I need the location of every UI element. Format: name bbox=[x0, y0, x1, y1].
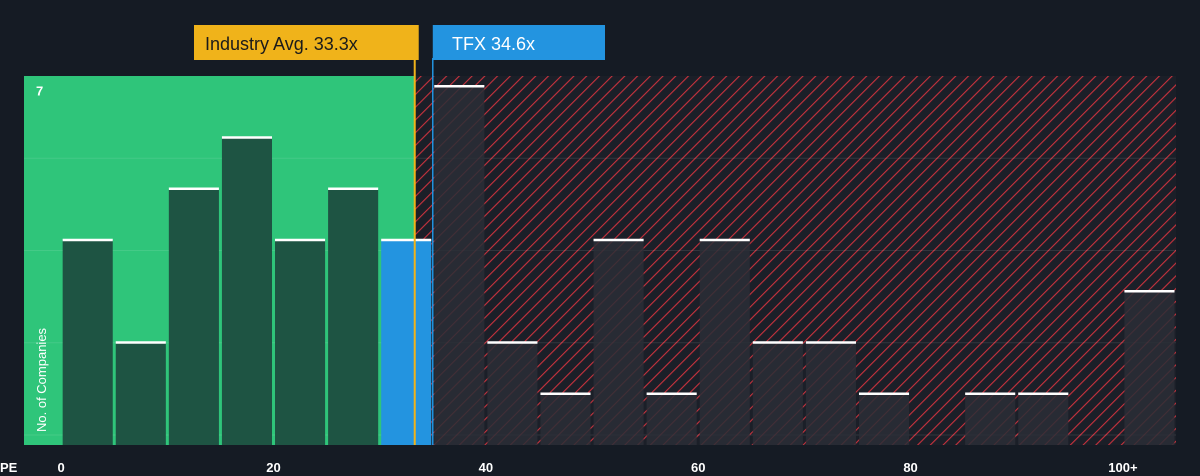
histogram-bar bbox=[965, 393, 1016, 445]
histogram-bar bbox=[62, 240, 113, 445]
histogram-bar bbox=[221, 137, 273, 445]
value-markers bbox=[413, 58, 434, 445]
y-axis-label: No. of Companies bbox=[34, 327, 49, 432]
histogram-bar bbox=[487, 342, 538, 445]
histogram-bar bbox=[168, 188, 219, 445]
histogram-bar bbox=[805, 342, 856, 445]
company-callout: TFX 34.6x bbox=[432, 25, 605, 60]
histogram-bar bbox=[275, 240, 326, 445]
histogram-bar bbox=[699, 240, 750, 445]
histogram-bar bbox=[1018, 393, 1069, 445]
histogram-bar bbox=[646, 393, 697, 445]
company-box bbox=[432, 25, 605, 60]
x-tick-label: 100+ bbox=[1108, 460, 1138, 475]
x-tick-label: 80 bbox=[903, 460, 917, 475]
x-tick-label: 0 bbox=[58, 460, 65, 475]
x-tick-label: 60 bbox=[691, 460, 705, 475]
industry-avg-label: Industry Avg. 33.3x bbox=[205, 34, 358, 54]
industry-avg-callout: Industry Avg. 33.3x bbox=[194, 25, 419, 60]
histogram-bar bbox=[115, 342, 166, 445]
histogram-bar bbox=[434, 86, 485, 445]
histogram-bar bbox=[858, 393, 910, 445]
histogram-bar bbox=[381, 240, 432, 445]
bars bbox=[62, 85, 1175, 445]
histogram-bar bbox=[752, 342, 803, 445]
x-tick-label: 20 bbox=[266, 460, 280, 475]
histogram-bar bbox=[328, 188, 379, 445]
y-tick-label: 7 bbox=[36, 83, 43, 98]
histogram-bar bbox=[593, 240, 644, 445]
x-tick-label: 40 bbox=[479, 460, 493, 475]
histogram-bar bbox=[1124, 291, 1175, 445]
company-label: TFX 34.6x bbox=[452, 34, 535, 54]
x-tick-labels: 0 20 40 60 80 100+ bbox=[58, 460, 1138, 475]
histogram-bar bbox=[540, 393, 591, 445]
industry-avg-box bbox=[194, 25, 419, 60]
x-axis-label: PE bbox=[0, 460, 18, 475]
